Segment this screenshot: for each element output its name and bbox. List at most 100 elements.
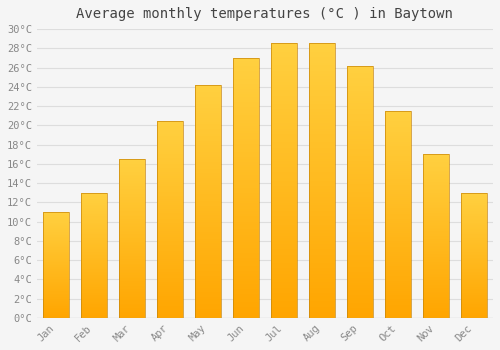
Bar [308, 189, 336, 192]
Bar [460, 202, 487, 203]
Bar [270, 296, 297, 299]
Bar [270, 49, 297, 52]
Bar [42, 238, 69, 239]
Bar [156, 148, 183, 150]
Bar [42, 303, 69, 304]
Bar [42, 287, 69, 288]
Bar [80, 292, 107, 293]
Bar [80, 287, 107, 288]
Bar [156, 306, 183, 308]
Bar [346, 98, 374, 101]
Bar [80, 317, 107, 318]
Bar [42, 313, 69, 314]
Bar [308, 290, 336, 293]
Bar [422, 238, 450, 239]
Bar [232, 74, 259, 76]
Bar [194, 164, 221, 167]
Bar [42, 272, 69, 273]
Bar [232, 294, 259, 297]
Bar [422, 211, 450, 213]
Bar [232, 157, 259, 159]
Bar [460, 289, 487, 290]
Bar [460, 198, 487, 199]
Bar [308, 241, 336, 244]
Bar [42, 309, 69, 310]
Bar [80, 210, 107, 211]
Bar [156, 184, 183, 186]
Bar [384, 299, 411, 301]
Bar [422, 192, 450, 194]
Bar [156, 180, 183, 182]
Bar [42, 302, 69, 303]
Bar [422, 154, 450, 156]
Bar [422, 187, 450, 189]
Bar [194, 243, 221, 246]
Bar [118, 296, 145, 297]
Bar [384, 316, 411, 318]
Bar [194, 150, 221, 153]
Bar [80, 315, 107, 317]
Bar [156, 166, 183, 168]
Bar [460, 230, 487, 231]
Bar [118, 313, 145, 315]
Bar [42, 269, 69, 270]
Bar [232, 261, 259, 263]
Bar [80, 303, 107, 304]
Bar [460, 234, 487, 235]
Bar [270, 241, 297, 244]
Bar [80, 272, 107, 273]
Bar [80, 275, 107, 276]
Bar [346, 227, 374, 230]
Bar [118, 267, 145, 268]
Bar [308, 208, 336, 211]
Bar [80, 260, 107, 261]
Bar [460, 217, 487, 218]
Bar [308, 293, 336, 296]
Bar [194, 295, 221, 297]
Bar [308, 260, 336, 263]
Bar [384, 212, 411, 215]
Bar [156, 150, 183, 152]
Bar [156, 146, 183, 148]
Bar [156, 251, 183, 253]
Bar [118, 256, 145, 258]
Bar [42, 264, 69, 265]
Bar [460, 196, 487, 198]
Bar [346, 272, 374, 275]
Bar [194, 125, 221, 127]
Bar [194, 183, 221, 185]
Bar [80, 246, 107, 248]
Bar [308, 159, 336, 161]
Bar [346, 204, 374, 207]
Bar [156, 280, 183, 282]
Bar [384, 202, 411, 204]
Bar [80, 252, 107, 253]
Bar [422, 261, 450, 262]
Bar [80, 293, 107, 294]
Bar [194, 229, 221, 232]
Bar [460, 214, 487, 215]
Bar [118, 193, 145, 194]
Bar [384, 239, 411, 241]
Bar [194, 255, 221, 257]
Bar [232, 164, 259, 167]
Bar [80, 220, 107, 222]
Bar [194, 171, 221, 173]
Bar [42, 270, 69, 271]
Bar [42, 233, 69, 234]
Bar [422, 174, 450, 175]
Bar [270, 192, 297, 194]
Bar [232, 97, 259, 99]
Bar [42, 239, 69, 240]
Bar [194, 304, 221, 306]
Bar [80, 285, 107, 287]
Bar [346, 250, 374, 252]
Bar [384, 215, 411, 216]
Bar [270, 173, 297, 175]
Bar [346, 189, 374, 192]
Bar [308, 258, 336, 260]
Bar [156, 300, 183, 302]
Bar [270, 271, 297, 274]
Bar [80, 281, 107, 283]
Bar [460, 252, 487, 253]
